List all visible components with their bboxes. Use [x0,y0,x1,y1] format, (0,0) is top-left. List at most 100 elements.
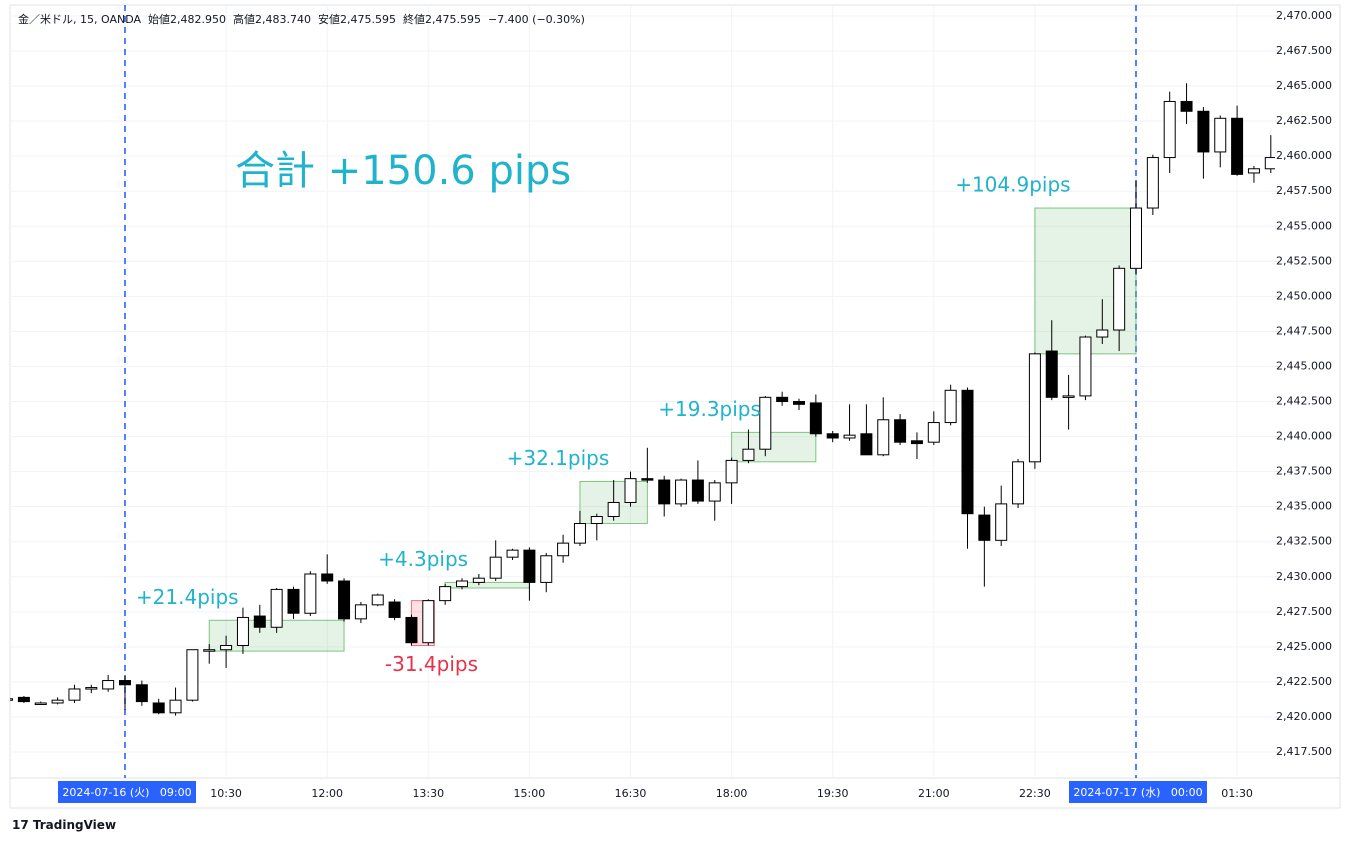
y-tick-label: 2,457.500 [1276,184,1332,197]
candle-body [472,577,485,583]
candle-body [927,422,940,443]
candle-body [641,478,654,481]
y-tick-label: 2,437.500 [1276,465,1332,478]
candle-body [607,501,620,518]
candle-body [742,448,755,461]
candle-body [489,556,502,579]
y-tick-label: 2,442.500 [1276,395,1332,408]
y-tick-label: 2,462.500 [1276,114,1332,127]
candle-body [186,649,199,701]
candle-body [1180,100,1193,112]
x-tick-label: 21:00 [918,787,950,800]
candle-body [1113,267,1126,331]
plot [10,83,1275,716]
y-tick-label: 2,417.500 [1276,745,1332,758]
candle-body [826,433,839,439]
y-tick-label: 2,440.000 [1276,430,1332,443]
candle-body [759,396,772,450]
candle-body [557,542,570,557]
candle-body [590,516,603,525]
x-tick-label: 16:30 [615,787,647,800]
candle-body [1045,350,1058,398]
candle-body [809,402,822,435]
candle-body [995,503,1008,541]
x-tick-label: 22:30 [1019,787,1051,800]
x-tick-label: 19:30 [817,787,849,800]
candle-body [658,479,671,505]
trade-label: +4.3pips [378,547,468,571]
candle-body [877,419,890,456]
total-annotation: 合計 +150.6 pips [235,148,571,194]
candle-body [793,401,805,405]
legend-header: 金／米ドル, 15, OANDA 始値2,482.950 高値2,483.740 安値… [18,11,592,27]
axes: 2,417.500 2,420.000 2,422.500 2,425.000 2,42… [58,9,1332,803]
y-tick-label: 2,450.000 [1276,289,1332,302]
x-tick-label: 15:00 [514,787,546,800]
y-tick-label: 2,422.500 [1276,675,1332,688]
y-tick-label: 2,427.500 [1276,605,1332,618]
candle-body [573,523,586,544]
x-tick-label: 2024-07-17 (水) 00:00 [1073,786,1202,799]
candle-body [51,699,64,704]
candle-body [354,604,367,620]
y-tick-label: 2,470.000 [1276,9,1332,22]
y-tick-label: 2,445.000 [1276,359,1332,372]
x-tick-label: 10:30 [210,787,242,800]
candle-body [169,699,182,714]
candle-body [371,594,384,606]
candle-body [338,580,351,620]
y-tick-label: 2,430.000 [1276,570,1332,583]
candle-body [523,549,536,583]
candle-body [978,514,991,541]
candle-body [691,479,704,502]
y-tick-label: 2,447.500 [1276,324,1332,337]
candle-body [422,600,435,644]
candle-body [1264,157,1275,170]
x-tick-label: 01:30 [1221,787,1253,800]
candle-body [1247,168,1260,174]
header-item: 終値2,475.595 [402,13,481,26]
header-item: −7.400 (−0.30%) [487,13,585,26]
trade-label: -31.4pips [385,652,478,676]
candle-body [85,687,98,690]
candle-body [1163,100,1176,159]
candle-body [152,702,165,714]
candle-body [1096,329,1109,338]
candle-body [894,419,907,443]
date-label-box [58,781,196,803]
candle-body [220,644,233,651]
trade-label: +19.3pips [658,397,761,421]
candle-body [675,479,688,505]
header-item: 高値2,483.740 [233,13,311,26]
y-tick-label: 2,435.000 [1276,500,1332,513]
x-tick-label: 2024-07-16 (火) 09:00 [62,786,191,799]
candle-body [135,684,148,703]
candle-body [506,549,519,558]
candle-body [1146,157,1159,209]
candle-body [961,389,974,515]
candle-body [102,680,115,690]
candle-body [1214,117,1227,153]
header-item: 安値2,475.595 [317,13,396,26]
frame [9,4,1341,809]
candle-body [270,588,283,628]
candle-body [1012,461,1025,505]
header-item: 始値2,482.950 [148,13,226,26]
candle-body [944,389,957,424]
grid [10,5,1275,778]
candle-body [388,601,401,618]
candle-body [910,440,923,445]
y-tick-label: 2,460.000 [1276,149,1332,162]
candle-body [203,649,216,652]
candle-body [456,580,468,588]
logo-mark: 𝟭𝟳 [12,818,33,832]
trade-label: +32.1pips [507,446,610,470]
candle-body [1028,353,1041,463]
candle-body [253,615,266,628]
candle-body [860,433,873,456]
y-tick-label: 2,452.500 [1276,254,1332,267]
trade-label: +21.4pips [136,585,239,609]
y-tick-label: 2,455.000 [1276,219,1332,232]
